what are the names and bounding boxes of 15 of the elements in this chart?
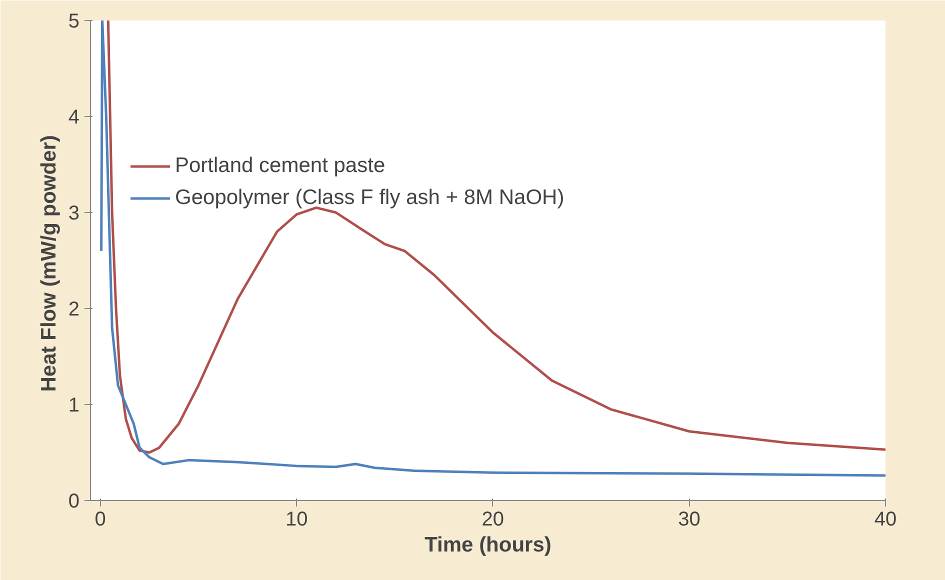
y-tick-label: 2	[68, 298, 80, 320]
y-tick-label: 4	[68, 106, 80, 128]
y-tick-label: 3	[68, 202, 80, 224]
y-tick-label: 0	[68, 490, 80, 512]
x-axis-title: Time (hours)	[424, 534, 552, 556]
x-tick-label: 40	[874, 508, 897, 530]
legend-label: Portland cement paste	[175, 154, 386, 178]
y-axis-title: Heat Flow (mW/g powder)	[37, 135, 60, 392]
x-tick-label: 0	[94, 508, 106, 530]
x-tick-label: 20	[482, 508, 504, 530]
y-tick-label: 5	[68, 10, 80, 32]
y-tick-label: 1	[68, 394, 80, 416]
legend-label: Geopolymer (Class F fly ash + 8M NaOH)	[175, 186, 564, 210]
x-tick-label: 30	[678, 508, 700, 530]
x-tick-label: 10	[285, 508, 308, 530]
